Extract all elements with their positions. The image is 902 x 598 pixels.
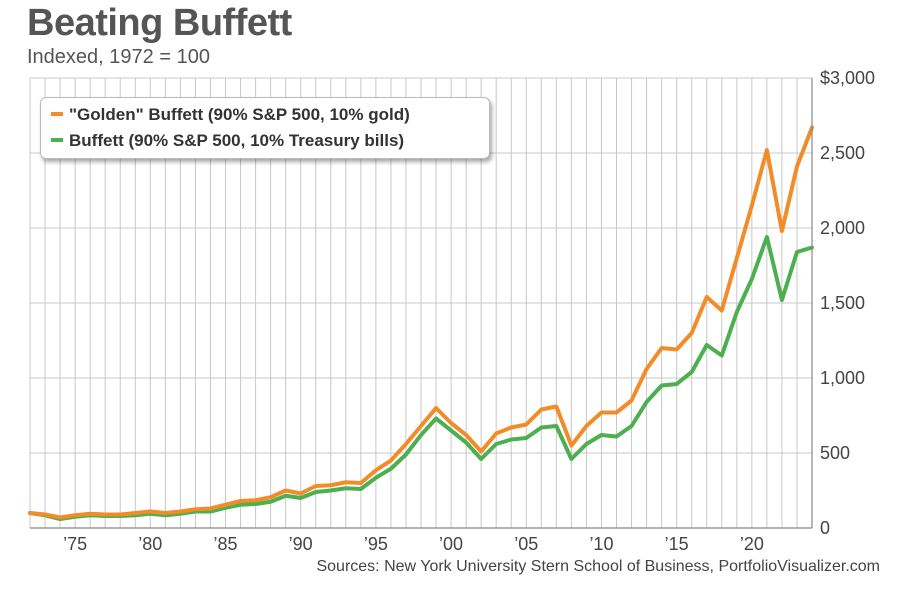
- x-tick-label: ’20: [740, 534, 764, 554]
- x-tick-label: ’75: [63, 534, 87, 554]
- x-tick-label: ’80: [138, 534, 162, 554]
- source-note: Sources: New York University Stern Schoo…: [316, 558, 880, 575]
- legend-swatch-golden: [51, 112, 63, 117]
- legend: "Golden" Buffett (90% S&P 500, 10% gold)…: [40, 97, 490, 159]
- legend-item-buffett: Buffett (90% S&P 500, 10% Treasury bills…: [51, 131, 404, 151]
- y-tick-label: 2,500: [820, 143, 865, 163]
- x-tick-label: ’90: [289, 534, 313, 554]
- legend-item-golden: "Golden" Buffett (90% S&P 500, 10% gold): [51, 105, 410, 125]
- x-tick-label: ’05: [514, 534, 538, 554]
- series-line-buffett: [28, 235, 814, 521]
- y-tick-label: 2,000: [820, 218, 865, 238]
- x-tick-label: ’00: [439, 534, 463, 554]
- legend-label-buffett: Buffett (90% S&P 500, 10% Treasury bills…: [69, 131, 405, 150]
- x-tick-label: ’95: [364, 534, 388, 554]
- chart-subtitle: Indexed, 1972 = 100: [27, 46, 210, 68]
- y-tick-label: 1,500: [820, 293, 865, 313]
- y-tick-labels: 0 500 1,000 1,500 2,000 2,500 $3,000: [820, 68, 875, 538]
- x-tick-labels: ’75 ’80 ’85 ’90 ’95 ’00 ’05 ’10 ’15 ’20: [63, 534, 764, 554]
- y-tick-label: $3,000: [820, 68, 875, 88]
- x-tick-label: ’10: [589, 534, 613, 554]
- y-tick-label: 1,000: [820, 368, 865, 388]
- series-lines: [28, 125, 814, 521]
- chart-title: Beating Buffett: [27, 2, 292, 44]
- x-tick-label: ’85: [213, 534, 237, 554]
- legend-label-golden: "Golden" Buffett (90% S&P 500, 10% gold): [69, 105, 410, 124]
- y-tick-label: 0: [820, 518, 830, 538]
- x-tick-label: ’15: [665, 534, 689, 554]
- axes: [30, 78, 813, 529]
- y-tick-label: 500: [820, 443, 850, 463]
- series-line-golden-buffett: [28, 125, 814, 520]
- legend-swatch-buffett: [51, 138, 63, 143]
